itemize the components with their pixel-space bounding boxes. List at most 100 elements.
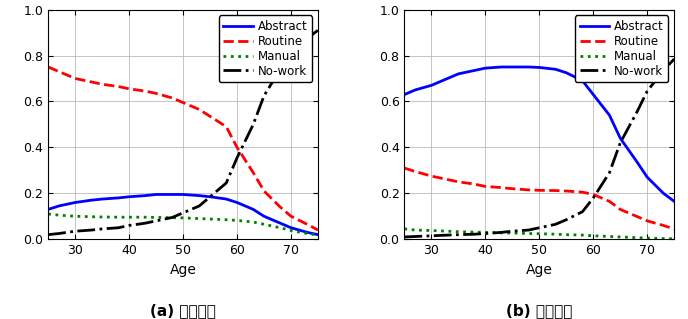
No-work — [71, 229, 79, 233]
Manual — [260, 222, 268, 226]
No-work — [497, 230, 506, 234]
Abstract — [141, 194, 149, 197]
Abstract — [616, 136, 625, 140]
Abstract — [632, 159, 641, 163]
Abstract — [44, 207, 52, 211]
No-work — [168, 216, 176, 219]
Abstract — [497, 65, 506, 69]
Routine — [535, 189, 544, 192]
Manual — [605, 234, 614, 238]
No-work — [562, 218, 570, 222]
Manual — [87, 215, 96, 219]
Manual — [562, 233, 570, 237]
X-axis label: Age: Age — [170, 263, 197, 277]
Abstract — [670, 199, 678, 203]
Manual — [670, 237, 678, 241]
No-work — [314, 28, 322, 32]
Abstract — [260, 214, 268, 218]
Manual — [287, 229, 295, 233]
Abstract — [287, 226, 295, 230]
Manual — [233, 219, 241, 222]
Manual — [168, 216, 176, 219]
Manual — [206, 217, 214, 221]
Manual — [524, 232, 533, 235]
No-work — [206, 195, 214, 199]
Manual — [114, 215, 122, 219]
Routine — [508, 187, 517, 191]
No-work — [125, 224, 133, 227]
No-work — [471, 232, 479, 236]
Abstract — [168, 193, 176, 197]
Abstract — [314, 233, 322, 237]
Manual — [497, 231, 506, 235]
Manual — [427, 229, 436, 233]
Routine — [497, 186, 506, 189]
Line: Manual: Manual — [48, 214, 318, 235]
No-work — [249, 122, 257, 126]
Routine — [314, 228, 322, 232]
Abstract — [195, 194, 204, 197]
Routine — [287, 214, 295, 218]
Routine — [303, 222, 312, 226]
No-work — [427, 234, 436, 238]
No-work — [303, 36, 312, 40]
Routine — [260, 189, 268, 193]
Abstract — [471, 69, 479, 72]
Line: Abstract: Abstract — [405, 67, 674, 201]
No-work — [411, 234, 419, 238]
Manual — [632, 236, 641, 240]
Routine — [114, 85, 122, 88]
Abstract — [125, 195, 133, 199]
No-work — [579, 210, 587, 214]
No-work — [659, 69, 667, 72]
Routine — [55, 70, 63, 73]
Manual — [179, 216, 187, 220]
Manual — [643, 236, 652, 240]
No-work — [643, 89, 652, 93]
No-work — [400, 235, 409, 239]
Abstract — [551, 67, 559, 71]
Routine — [562, 189, 570, 193]
Routine — [659, 224, 667, 227]
No-work — [87, 228, 96, 232]
X-axis label: Age: Age — [526, 263, 552, 277]
Routine — [411, 170, 419, 174]
Abstract — [400, 93, 409, 96]
No-work — [222, 181, 230, 185]
Abstract — [411, 88, 419, 92]
Routine — [454, 180, 462, 184]
No-work — [44, 233, 52, 237]
Legend: Abstract, Routine, Manual, No-work: Abstract, Routine, Manual, No-work — [575, 16, 668, 82]
Routine — [44, 65, 52, 69]
Routine — [125, 87, 133, 91]
Routine — [551, 189, 559, 192]
Manual — [535, 232, 544, 236]
No-work — [276, 67, 284, 71]
Routine — [222, 125, 230, 129]
Text: (b) 大卒以上: (b) 大卒以上 — [506, 304, 572, 319]
Manual — [314, 233, 322, 237]
Abstract — [524, 65, 533, 69]
No-work — [454, 233, 462, 237]
Routine — [233, 145, 241, 149]
Manual — [44, 212, 52, 216]
Abstract — [222, 197, 230, 201]
Abstract — [249, 207, 257, 211]
No-work — [535, 226, 544, 230]
Abstract — [276, 221, 284, 225]
Abstract — [427, 84, 436, 87]
Abstract — [605, 113, 614, 117]
Routine — [605, 199, 614, 203]
Abstract — [55, 204, 63, 208]
Manual — [481, 230, 489, 234]
Routine — [589, 193, 597, 197]
Abstract — [206, 195, 214, 199]
Abstract — [87, 198, 96, 202]
Manual — [400, 227, 409, 231]
Abstract — [481, 66, 489, 70]
Routine — [616, 207, 625, 211]
Routine — [276, 205, 284, 209]
Manual — [276, 226, 284, 230]
Manual — [411, 228, 419, 232]
No-work — [481, 232, 489, 235]
